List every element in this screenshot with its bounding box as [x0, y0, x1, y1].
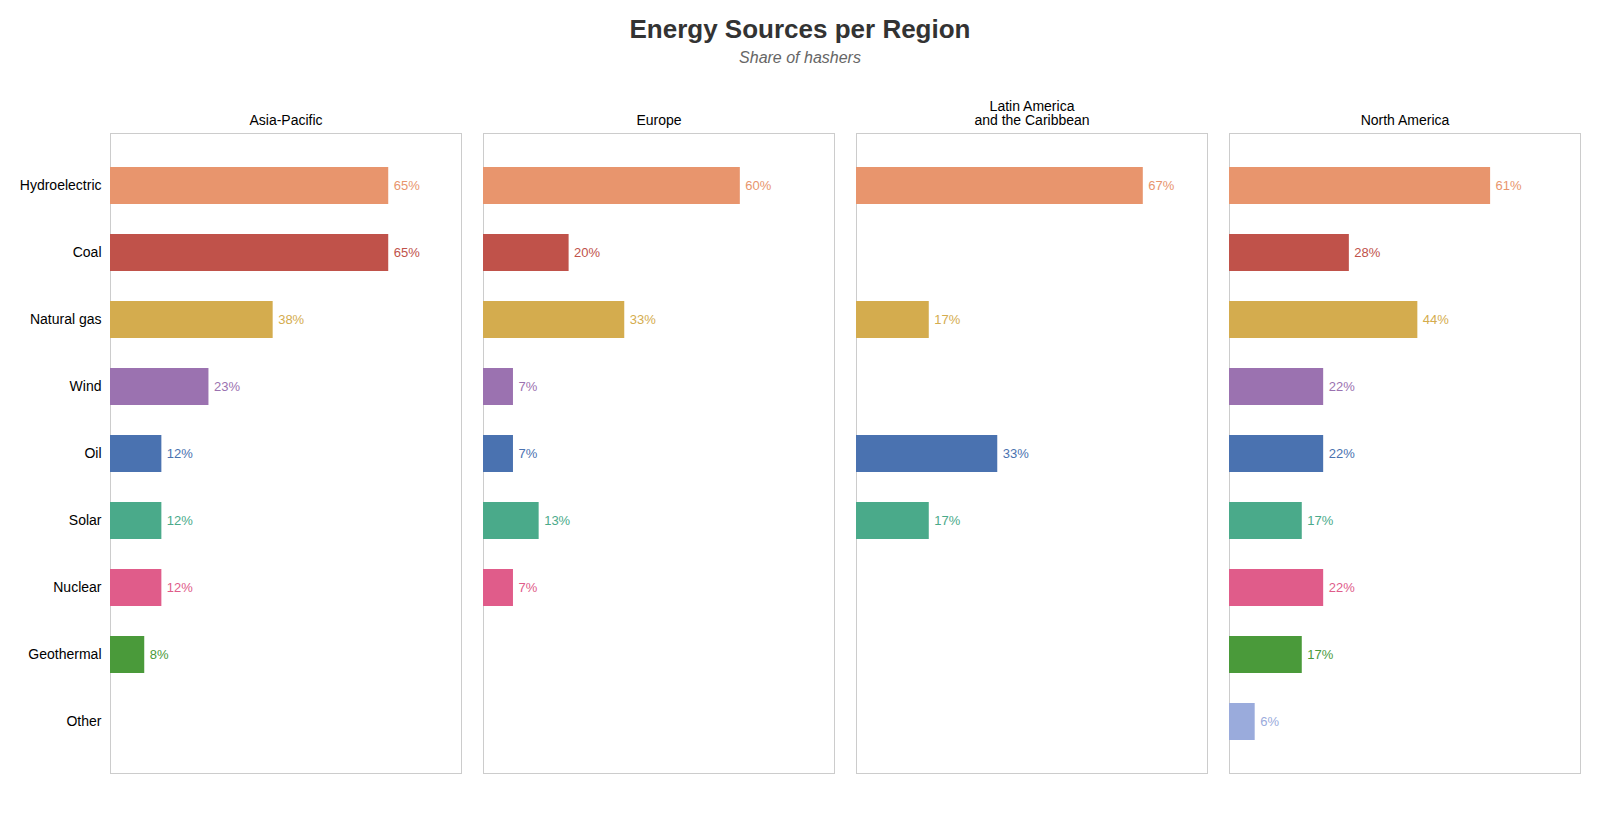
- svg-text:12%: 12%: [167, 446, 193, 461]
- svg-text:Coal: Coal: [73, 244, 102, 260]
- svg-text:44%: 44%: [1423, 312, 1449, 327]
- svg-text:8%: 8%: [150, 647, 169, 662]
- svg-text:Latin Americaand the Caribbean: Latin Americaand the Caribbean: [974, 98, 1089, 128]
- svg-text:33%: 33%: [630, 312, 656, 327]
- html-text:Share of hashers: Share of hashers: [739, 49, 861, 66]
- svg-text:Wind: Wind: [70, 378, 102, 394]
- svg-text:17%: 17%: [1307, 647, 1333, 662]
- svg-text:Other: Other: [66, 713, 101, 729]
- svg-text:33%: 33%: [1003, 446, 1029, 461]
- svg-text:17%: 17%: [1307, 513, 1333, 528]
- svg-text:Hydroelectric: Hydroelectric: [20, 177, 102, 193]
- svg-text:6%: 6%: [1260, 714, 1279, 729]
- svg-text:38%: 38%: [278, 312, 304, 327]
- svg-text:Asia-Pacific: Asia-Pacific: [249, 112, 322, 128]
- svg-text:22%: 22%: [1329, 446, 1355, 461]
- svg-text:Solar: Solar: [69, 512, 102, 528]
- svg-text:13%: 13%: [544, 513, 570, 528]
- svg-text:12%: 12%: [167, 513, 193, 528]
- svg-text:60%: 60%: [745, 178, 771, 193]
- svg-text:Nuclear: Nuclear: [53, 579, 102, 595]
- svg-text:22%: 22%: [1329, 580, 1355, 595]
- svg-text:23%: 23%: [214, 379, 240, 394]
- svg-text:7%: 7%: [518, 446, 537, 461]
- svg-text:17%: 17%: [934, 312, 960, 327]
- svg-text:7%: 7%: [518, 580, 537, 595]
- svg-text:28%: 28%: [1354, 245, 1380, 260]
- svg-text:65%: 65%: [394, 178, 420, 193]
- svg-text:65%: 65%: [394, 245, 420, 260]
- svg-text:20%: 20%: [574, 245, 600, 260]
- svg-text:17%: 17%: [934, 513, 960, 528]
- svg-text:North America: North America: [1361, 112, 1450, 128]
- svg-text:12%: 12%: [167, 580, 193, 595]
- svg-text:Europe: Europe: [636, 112, 681, 128]
- svg-text:61%: 61%: [1496, 178, 1522, 193]
- svg-text:Natural gas: Natural gas: [30, 311, 102, 327]
- svg-text:67%: 67%: [1148, 178, 1174, 193]
- svg-text:Oil: Oil: [84, 445, 101, 461]
- svg-text:7%: 7%: [518, 379, 537, 394]
- html-text:Energy Sources per Region: Energy Sources per Region: [629, 14, 971, 44]
- svg-text:Geothermal: Geothermal: [28, 646, 101, 662]
- svg-text:22%: 22%: [1329, 379, 1355, 394]
